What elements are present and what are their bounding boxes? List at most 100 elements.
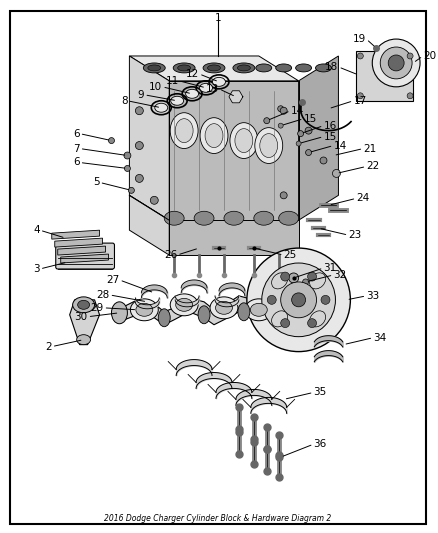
Circle shape	[264, 118, 270, 124]
Text: 32: 32	[333, 270, 347, 280]
Text: 20: 20	[423, 51, 436, 61]
Text: 23: 23	[348, 230, 362, 240]
Text: 30: 30	[74, 312, 88, 322]
Text: 6: 6	[73, 157, 80, 167]
Text: 11: 11	[166, 76, 179, 86]
Ellipse shape	[77, 335, 91, 345]
Polygon shape	[129, 195, 169, 255]
Polygon shape	[52, 230, 99, 239]
Text: 33: 33	[366, 291, 380, 301]
Polygon shape	[58, 246, 106, 255]
Polygon shape	[129, 56, 169, 220]
Circle shape	[407, 53, 413, 59]
Ellipse shape	[170, 112, 198, 149]
Circle shape	[332, 169, 340, 177]
Ellipse shape	[272, 273, 288, 289]
Polygon shape	[169, 220, 299, 255]
Ellipse shape	[78, 300, 90, 309]
Text: 18: 18	[325, 62, 339, 72]
Text: 36: 36	[314, 439, 327, 449]
Circle shape	[124, 165, 131, 172]
Polygon shape	[129, 56, 299, 81]
Ellipse shape	[143, 63, 165, 73]
Text: 24: 24	[357, 193, 370, 203]
Text: 22: 22	[366, 161, 380, 172]
Ellipse shape	[171, 96, 184, 105]
Text: 14: 14	[333, 141, 347, 150]
Circle shape	[280, 192, 287, 199]
Text: 34: 34	[373, 333, 386, 343]
Text: 19: 19	[353, 34, 366, 44]
Ellipse shape	[224, 211, 244, 225]
Polygon shape	[169, 81, 299, 220]
Ellipse shape	[237, 65, 251, 71]
Text: 3: 3	[33, 264, 40, 274]
Circle shape	[320, 157, 327, 164]
Ellipse shape	[315, 64, 332, 72]
Ellipse shape	[310, 273, 325, 289]
Ellipse shape	[155, 103, 168, 112]
Ellipse shape	[235, 128, 253, 152]
Circle shape	[372, 39, 420, 87]
Ellipse shape	[200, 83, 212, 92]
Polygon shape	[55, 238, 102, 247]
Text: 28: 28	[96, 290, 110, 300]
Ellipse shape	[112, 302, 127, 324]
Ellipse shape	[279, 211, 299, 225]
Text: 8: 8	[121, 96, 127, 106]
Ellipse shape	[205, 124, 223, 148]
Ellipse shape	[170, 294, 198, 316]
Text: 9: 9	[138, 90, 145, 100]
Circle shape	[124, 152, 131, 159]
Polygon shape	[70, 300, 99, 345]
Ellipse shape	[210, 297, 238, 319]
Ellipse shape	[73, 297, 95, 313]
Text: 12: 12	[186, 69, 199, 79]
Circle shape	[247, 248, 350, 352]
Text: 2: 2	[45, 342, 52, 352]
Text: 2016 Dodge Charger Cylinder Block & Hardware Diagram 2: 2016 Dodge Charger Cylinder Block & Hard…	[104, 514, 332, 523]
Circle shape	[298, 131, 304, 136]
Circle shape	[307, 272, 317, 281]
Circle shape	[357, 93, 363, 99]
Ellipse shape	[256, 64, 272, 72]
Text: 15: 15	[324, 132, 337, 142]
Circle shape	[280, 107, 287, 114]
Text: 1: 1	[215, 13, 221, 23]
Text: 35: 35	[314, 387, 327, 398]
Circle shape	[135, 107, 143, 115]
Circle shape	[380, 47, 412, 79]
Text: 21: 21	[363, 143, 377, 154]
Circle shape	[307, 319, 317, 328]
Circle shape	[109, 138, 114, 143]
Circle shape	[278, 106, 284, 112]
Ellipse shape	[208, 65, 220, 71]
Ellipse shape	[136, 303, 153, 316]
Polygon shape	[61, 254, 109, 263]
Ellipse shape	[276, 64, 292, 72]
Ellipse shape	[272, 311, 288, 327]
Ellipse shape	[233, 63, 255, 73]
Ellipse shape	[175, 119, 193, 142]
Ellipse shape	[255, 127, 283, 164]
Circle shape	[267, 295, 276, 304]
Circle shape	[281, 272, 290, 281]
Text: 26: 26	[164, 250, 177, 260]
Circle shape	[281, 319, 290, 328]
Circle shape	[306, 150, 311, 156]
Text: 31: 31	[324, 263, 337, 273]
Text: 13: 13	[206, 84, 219, 94]
Polygon shape	[357, 51, 413, 101]
Ellipse shape	[186, 90, 198, 98]
Circle shape	[407, 93, 413, 99]
Ellipse shape	[203, 63, 225, 73]
Ellipse shape	[215, 301, 233, 314]
Ellipse shape	[178, 65, 191, 71]
Text: 5: 5	[93, 177, 99, 188]
Text: 27: 27	[106, 275, 120, 285]
Circle shape	[357, 53, 363, 59]
Ellipse shape	[310, 311, 325, 327]
Text: 29: 29	[90, 303, 103, 313]
Text: 14: 14	[291, 106, 304, 116]
Circle shape	[388, 55, 404, 71]
